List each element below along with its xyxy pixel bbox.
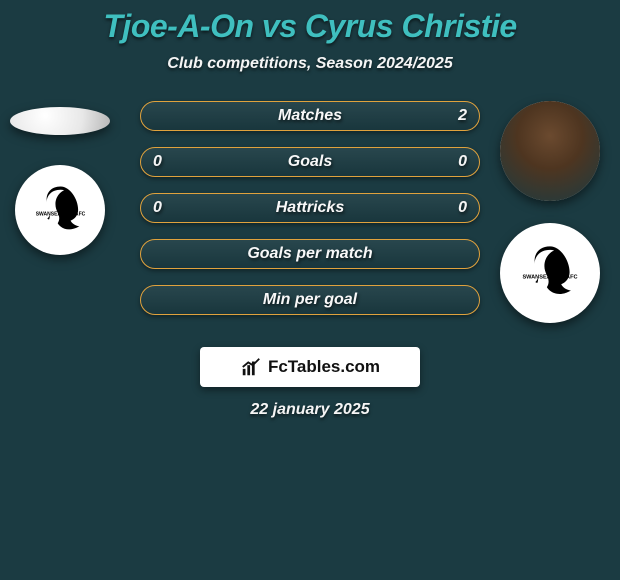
page-subtitle: Club competitions, Season 2024/2025 (0, 55, 620, 73)
stat-right-value: 0 (458, 153, 467, 171)
comparison-area: SWANSEA CITY AFC SWANSEA CITY AFC Matche… (0, 101, 620, 331)
left-club-logo: SWANSEA CITY AFC (15, 165, 105, 255)
right-player-column: SWANSEA CITY AFC (490, 101, 610, 323)
stat-left-value: 0 (153, 153, 162, 171)
right-player-avatar (500, 101, 600, 201)
stat-right-value: 0 (458, 199, 467, 217)
stat-bar-hattricks: 0 Hattricks 0 (140, 193, 480, 223)
page-title: Tjoe-A-On vs Cyrus Christie (0, 0, 620, 45)
stat-bar-goals: 0 Goals 0 (140, 147, 480, 177)
svg-text:SWANSEA CITY AFC: SWANSEA CITY AFC (522, 275, 577, 281)
stat-bar-matches: Matches 2 (140, 101, 480, 131)
swan-icon: SWANSEA CITY AFC (29, 179, 92, 242)
brand-badge: FcTables.com (200, 347, 420, 387)
stat-bars: Matches 2 0 Goals 0 0 Hattricks 0 Goals per matc… (140, 101, 480, 315)
stat-label: Hattricks (276, 199, 344, 217)
stat-label: Goals per match (247, 245, 372, 263)
brand-text: FcTables.com (268, 357, 380, 377)
stat-label: Goals (288, 153, 332, 171)
stat-bar-min_per_goal: Min per goal (140, 285, 480, 315)
chart-icon (240, 356, 262, 378)
left-player-column: SWANSEA CITY AFC (0, 101, 120, 255)
svg-text:SWANSEA CITY AFC: SWANSEA CITY AFC (35, 211, 85, 217)
stat-label: Matches (278, 107, 342, 125)
stat-right-value: 2 (458, 107, 467, 125)
stat-bar-goals_per_match: Goals per match (140, 239, 480, 269)
stat-left-value: 0 (153, 199, 162, 217)
right-club-logo: SWANSEA CITY AFC (500, 223, 600, 323)
swan-icon: SWANSEA CITY AFC (515, 238, 585, 308)
stat-label: Min per goal (263, 291, 357, 309)
left-player-avatar (10, 107, 110, 135)
date-text: 22 january 2025 (0, 401, 620, 419)
